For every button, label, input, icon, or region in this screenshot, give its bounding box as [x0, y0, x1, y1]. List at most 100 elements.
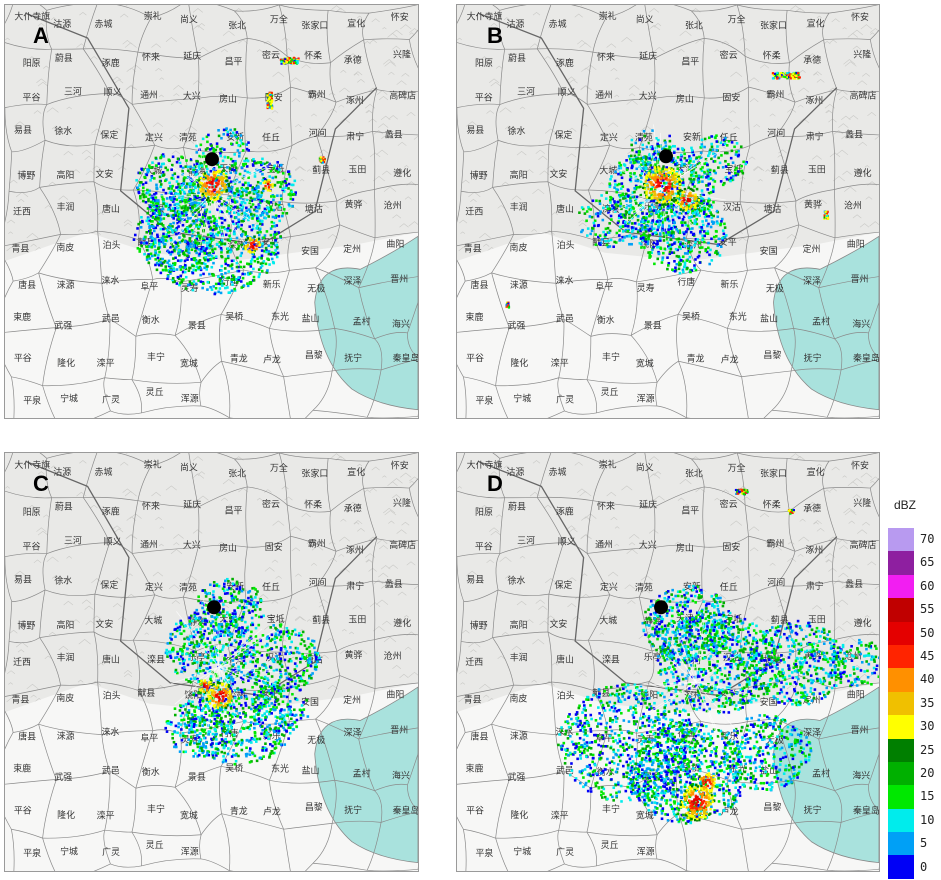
place-name: 保定	[100, 129, 118, 141]
place-name: 献县	[592, 687, 610, 699]
place-name: 万全	[270, 462, 288, 474]
legend-label: 50	[920, 625, 935, 640]
place-name: 献县	[137, 687, 155, 699]
place-name: 大仆寺旗	[14, 11, 50, 23]
place-name: 兴隆	[393, 48, 411, 60]
place-name: 晋州	[851, 274, 869, 285]
place-name: 蔚县	[55, 501, 73, 513]
place-name: 秦皇岛	[393, 804, 418, 816]
place-name: 博野	[470, 619, 488, 631]
place-name: 安国	[760, 696, 778, 708]
place-name: 崇礼	[144, 10, 162, 22]
base-map: 大仆寺旗沽源 赤城崇礼 尚义张北万全张家口 宣化怀安阳原蔚县 涿鹿怀来 延庆昌平密云 怀柔承…	[5, 5, 418, 418]
place-name: 南皮	[56, 692, 74, 704]
place-name: 唐县	[471, 730, 489, 742]
place-name: 东光	[271, 762, 289, 774]
place-name: 尚义	[180, 13, 198, 25]
place-name: 定州	[803, 243, 821, 255]
place-name: 平谷	[475, 542, 493, 553]
place-name: 尚义	[180, 462, 198, 474]
legend-swatch	[888, 528, 914, 552]
place-name: 易县	[466, 575, 484, 586]
place-name: 丰宁	[147, 351, 165, 363]
reflectivity-legend: dBZ 70 65 60 55 50 45 40 35 30 25 20 15 10 5 0	[884, 498, 940, 880]
place-name: 唐山	[556, 203, 574, 215]
place-name: 晋州	[390, 725, 408, 736]
place-name: 昌平	[225, 57, 243, 68]
place-name: 霸州	[766, 539, 784, 550]
place-name: 徐水	[507, 575, 525, 587]
place-name: 涞源	[510, 280, 528, 291]
place-name: 通州	[595, 539, 613, 550]
place-name: 卢龙	[721, 353, 739, 365]
place-name: 青龙	[687, 353, 705, 365]
place-name: 易县	[14, 575, 32, 586]
place-name: 密云	[720, 49, 738, 61]
place-name: 南皮	[56, 241, 74, 253]
place-name: 涿州	[805, 545, 823, 556]
legend-label: 55	[920, 602, 935, 617]
place-name: 衡水	[142, 766, 160, 778]
legend-label: 70	[920, 532, 935, 546]
radar-panel-c: 大仆寺旗 沽源 赤城 崇礼 尚义 张北 万全 张家口 宣化 怀安 阳原 蔚县 涿鹿 怀来 延庆 昌平 密云 怀柔 承…	[4, 452, 419, 872]
place-name: 大兴	[183, 90, 201, 102]
place-name: 保定	[100, 579, 118, 591]
place-name: 平泉	[475, 847, 493, 859]
place-name: 怀来	[597, 500, 615, 512]
place-name: 衡水	[597, 766, 615, 778]
place-name: 涞水	[101, 726, 119, 738]
place-name: 高阳	[510, 619, 528, 631]
place-name: 任丘	[262, 132, 280, 144]
place-name: 赤城	[95, 19, 113, 30]
place-name: 顺义	[104, 536, 122, 547]
place-name: 晋州	[851, 725, 869, 736]
place-name: 涿州	[346, 96, 364, 107]
place-name: 密云	[262, 49, 280, 61]
place-name: 大兴	[183, 539, 201, 551]
province-border	[25, 460, 378, 697]
place-name: 蠡县	[385, 578, 403, 590]
radar-echo	[505, 71, 830, 309]
place-name: 平泉	[476, 394, 494, 406]
place-name: 怀安	[391, 11, 409, 23]
legend-label: 15	[920, 789, 935, 804]
place-name: 张家口	[760, 19, 787, 31]
place-name: 蔚县	[508, 501, 526, 513]
legend-label: 5	[920, 836, 928, 851]
place-name: 蓟县	[312, 164, 330, 176]
place-name: 迁西	[13, 657, 31, 668]
place-name: 玉田	[808, 614, 826, 625]
place-name: 景县	[188, 772, 206, 783]
place-name: 蓟县	[312, 614, 330, 626]
place-name: 天津	[219, 164, 237, 175]
base-map: 大仆寺旗沽源 赤城崇礼 尚义张北万全张家口 宣化怀安阳原蔚县 涿鹿怀来 延庆昌平密云 怀柔承…	[457, 453, 879, 871]
place-name: 丰润	[510, 201, 528, 213]
place-name: 大仆寺旗	[14, 459, 50, 471]
base-map: 大仆寺旗沽源 赤城崇礼 尚义张北万全张家口 宣化怀安阳原蔚县 涿鹿怀来 延庆昌平密云 怀柔承…	[5, 453, 418, 871]
place-name: 涿州	[805, 96, 823, 107]
place-name: 泊头	[557, 240, 575, 251]
place-name: 新乐	[263, 279, 281, 291]
place-name: 大城	[599, 614, 617, 626]
panel-label: B	[487, 23, 503, 48]
place-name: 青县	[11, 694, 29, 706]
legend-label: 40	[920, 672, 935, 687]
place-name: 昌黎	[763, 801, 781, 813]
place-name: 怀安	[851, 459, 869, 471]
place-name: 蔚县	[508, 52, 526, 64]
place-name: 景县	[644, 320, 662, 331]
place-name: 河间	[309, 127, 327, 139]
legend-label: 45	[920, 649, 935, 663]
place-name: 沧州	[384, 650, 402, 662]
place-name: 东光	[271, 311, 289, 323]
place-name: 文安	[549, 618, 567, 630]
place-name: 大仆寺旗	[467, 459, 503, 471]
place-name: 昌平	[681, 57, 699, 68]
place-name: 唐山	[556, 653, 574, 665]
place-name: 万全	[728, 14, 746, 26]
legend-swatch	[888, 644, 914, 669]
place-name: 大城	[144, 164, 162, 176]
legend-label: 25	[920, 742, 935, 757]
place-name: 高碑店	[389, 90, 416, 102]
place-name: 晋州	[390, 274, 408, 285]
